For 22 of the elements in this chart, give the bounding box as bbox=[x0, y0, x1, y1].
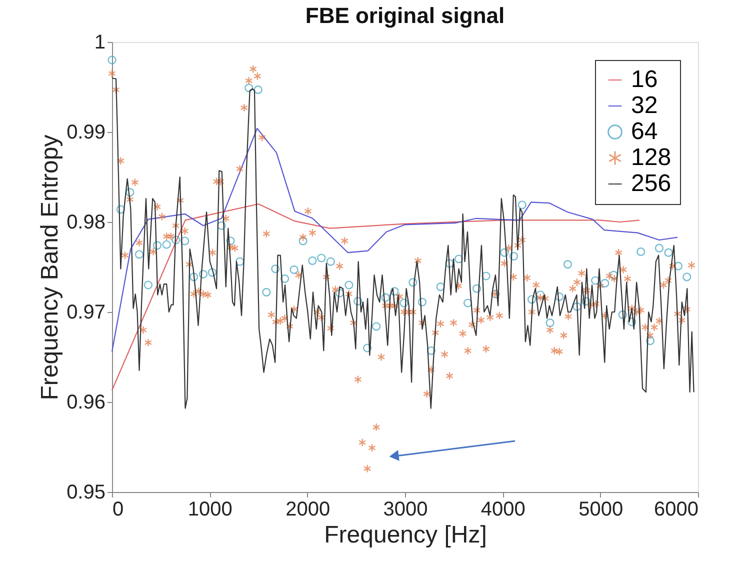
x-tick-label: 6000 bbox=[654, 498, 698, 520]
x-tick-label: 5000 bbox=[578, 498, 624, 520]
legend-label: 256 bbox=[631, 170, 672, 197]
y-tick-label: 0.95 bbox=[66, 482, 106, 504]
x-tick-label: 4000 bbox=[480, 498, 526, 520]
line-series bbox=[111, 203, 640, 391]
legend-label: 16 bbox=[631, 66, 658, 93]
y-tick-label: 0.99 bbox=[66, 122, 106, 144]
y-tick-label: 0.96 bbox=[66, 392, 106, 414]
legend-label: 32 bbox=[631, 92, 658, 119]
legend-label: 128 bbox=[631, 144, 672, 171]
x-tick-label: 3000 bbox=[383, 498, 428, 520]
y-axis-title: Frequency Band Entropy bbox=[36, 134, 64, 400]
x-tick-label: 0 bbox=[112, 498, 124, 520]
x-tick-label: 2000 bbox=[286, 498, 330, 520]
legend-label: 64 bbox=[631, 118, 658, 145]
y-tick-label: 0.97 bbox=[66, 302, 106, 324]
y-tick-label: 1 bbox=[94, 32, 106, 54]
chart-title: FBE original signal bbox=[305, 3, 505, 28]
x-axis-title: Frequency [Hz] bbox=[324, 522, 487, 548]
y-tick-label: 0.98 bbox=[66, 212, 106, 234]
x-tick-label: 1000 bbox=[188, 498, 232, 520]
